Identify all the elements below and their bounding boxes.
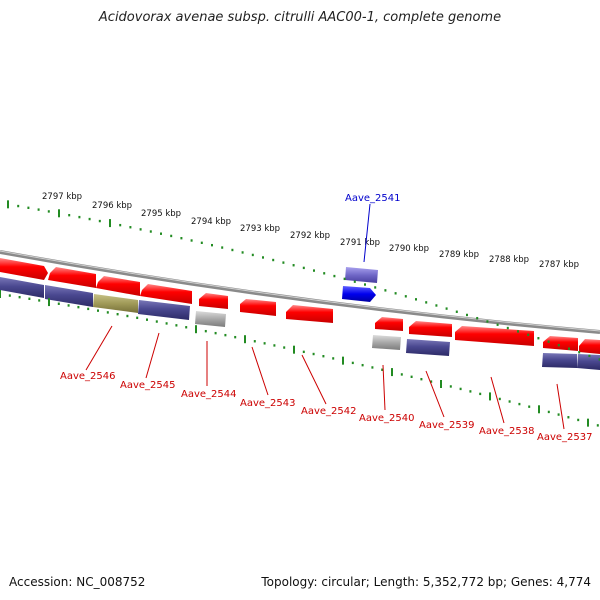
scale-label: 2797 kbp xyxy=(42,192,82,202)
gene-feature[interactable] xyxy=(48,267,96,288)
gene-label[interactable]: Aave_2538 xyxy=(479,426,535,437)
gene-feature[interactable] xyxy=(199,293,228,309)
gene-leader-line xyxy=(382,364,386,411)
gene-feature[interactable] xyxy=(372,335,401,350)
gene-feature[interactable] xyxy=(579,339,600,354)
gene-label[interactable]: Aave_2543 xyxy=(240,398,296,409)
scale-label: 2795 kbp xyxy=(141,209,181,219)
gene-feature[interactable] xyxy=(345,267,378,283)
gene-label[interactable]: Aave_2544 xyxy=(181,389,237,400)
map-title: Acidovorax avenae subsp. citrulli AAC00-… xyxy=(98,10,502,25)
gene-feature[interactable] xyxy=(286,305,333,323)
gene-feature[interactable] xyxy=(542,353,577,368)
gene-leader-line xyxy=(490,376,505,424)
scale-ticks-upper xyxy=(7,200,600,361)
scale-label: 2792 kbp xyxy=(290,231,330,241)
gene-feature[interactable] xyxy=(96,276,140,296)
scale-label: 2789 kbp xyxy=(439,250,479,260)
gene-feature[interactable] xyxy=(140,284,192,304)
gene-feature[interactable] xyxy=(455,326,534,346)
gene-feature[interactable] xyxy=(240,299,276,316)
scale-label: 2787 kbp xyxy=(539,260,579,270)
gene-feature[interactable] xyxy=(93,294,138,313)
gene-leader-line xyxy=(556,383,565,430)
gene-feature[interactable] xyxy=(45,285,93,307)
gene-label[interactable]: Aave_2537 xyxy=(537,432,593,443)
gene-leader-line xyxy=(145,332,160,379)
scale-label: 2796 kbp xyxy=(92,201,132,211)
gene-label[interactable]: Aave_2542 xyxy=(301,406,357,417)
gene-leader-line xyxy=(363,203,371,263)
gene-feature[interactable] xyxy=(409,321,452,337)
genome-backbone-highlight xyxy=(0,250,600,332)
gene-feature[interactable] xyxy=(0,258,48,280)
accession-text: Accession: NC_008752 xyxy=(9,575,146,589)
gene-feature[interactable] xyxy=(342,286,376,302)
gene-leader-line xyxy=(85,325,113,371)
gene-leader-line xyxy=(251,346,269,396)
gene-feature[interactable] xyxy=(577,354,600,370)
gene-label[interactable]: Aave_2541 xyxy=(345,193,401,204)
scale-label: 2790 kbp xyxy=(389,244,429,254)
scale-labels: 2797 kbp 2796 kbp 2795 kbp 2794 kbp 2793 kbp… xyxy=(42,192,579,270)
gene-feature[interactable] xyxy=(195,311,226,327)
gene-leader-line xyxy=(301,354,327,405)
genome-backbone xyxy=(0,250,600,334)
gene-feature[interactable] xyxy=(0,277,44,298)
gene-feature[interactable] xyxy=(375,317,403,331)
gene-label[interactable]: Aave_2545 xyxy=(120,380,176,391)
scale-label: 2791 kbp xyxy=(340,238,380,248)
scale-ticks-lower xyxy=(0,290,599,427)
scale-label: 2794 kbp xyxy=(191,217,231,227)
gene-label[interactable]: Aave_2546 xyxy=(60,371,116,382)
scale-label: 2793 kbp xyxy=(240,224,280,234)
gene-label[interactable]: Aave_2539 xyxy=(419,420,475,431)
gene-label[interactable]: Aave_2540 xyxy=(359,413,415,424)
gene-feature[interactable] xyxy=(543,336,578,351)
topology-text: Topology: circular; Length: 5,352,772 bp… xyxy=(261,575,591,589)
gene-feature[interactable] xyxy=(138,300,190,320)
gene-feature[interactable] xyxy=(406,339,450,356)
scale-label: 2788 kbp xyxy=(489,255,529,265)
gene-leader-line xyxy=(425,370,445,418)
